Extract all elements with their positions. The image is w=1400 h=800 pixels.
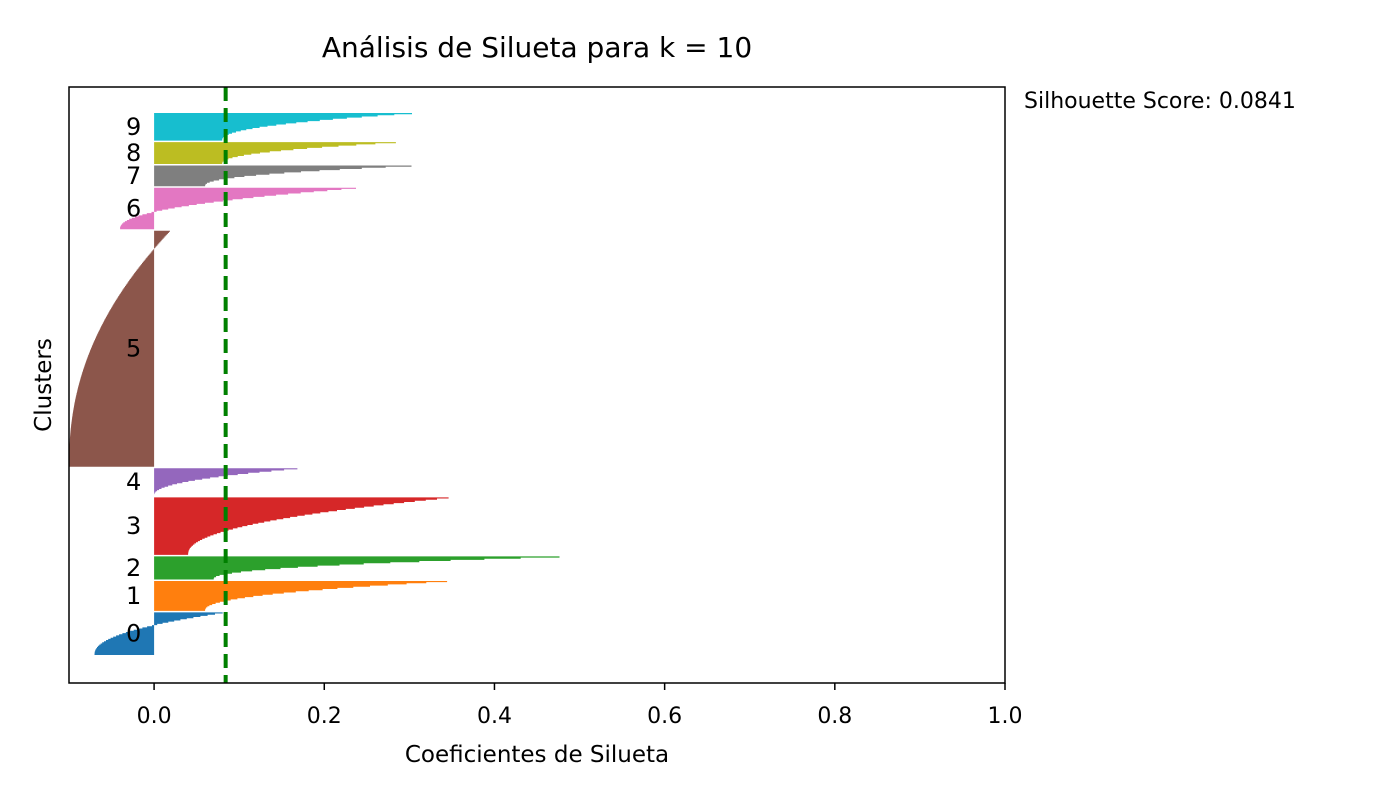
cluster-label-0: 0 xyxy=(126,620,141,648)
cluster-areas xyxy=(69,113,601,655)
chart-title: Análisis de Silueta para k = 10 xyxy=(322,31,752,64)
cluster-area-6 xyxy=(120,187,372,230)
x-axis-label: Coeficientes de Silueta xyxy=(405,742,669,768)
cluster-label-2: 2 xyxy=(126,554,141,582)
plot-frame xyxy=(68,86,1006,684)
x-axis-ticks: 0.0 0.2 0.4 0.6 0.8 1.0 xyxy=(137,683,1023,729)
x-tick-label: 0.6 xyxy=(647,704,682,729)
cluster-area-8 xyxy=(154,142,418,164)
cluster-area-1 xyxy=(154,581,469,611)
cluster-area-4 xyxy=(154,468,312,496)
cluster-label-8: 8 xyxy=(126,139,141,167)
x-tick-label: 0.4 xyxy=(477,704,512,729)
cluster-area-0 xyxy=(94,612,231,655)
cluster-label-5: 5 xyxy=(126,335,141,363)
cluster-area-7 xyxy=(154,165,440,187)
cluster-area-2 xyxy=(154,556,601,580)
x-tick-label: 1.0 xyxy=(988,704,1023,729)
cluster-area-9 xyxy=(154,113,431,141)
cluster-label-4: 4 xyxy=(126,468,141,496)
x-tick-label: 0.2 xyxy=(307,704,342,729)
cluster-label-1: 1 xyxy=(126,582,141,610)
cluster-label-7: 7 xyxy=(126,162,141,190)
cluster-label-9: 9 xyxy=(126,113,141,141)
silhouette-score-annotation: Silhouette Score: 0.0841 xyxy=(1024,89,1296,114)
cluster-label-6: 6 xyxy=(126,195,141,223)
x-tick-label: 0.0 xyxy=(137,704,172,729)
y-axis-label: Clusters xyxy=(31,338,57,432)
cluster-area-5 xyxy=(69,230,172,467)
cluster-labels: 0 12 3 4 5 6 789 xyxy=(126,113,141,648)
x-tick-label: 0.8 xyxy=(817,704,852,729)
cluster-label-3: 3 xyxy=(126,512,141,540)
cluster-area-3 xyxy=(154,497,461,555)
